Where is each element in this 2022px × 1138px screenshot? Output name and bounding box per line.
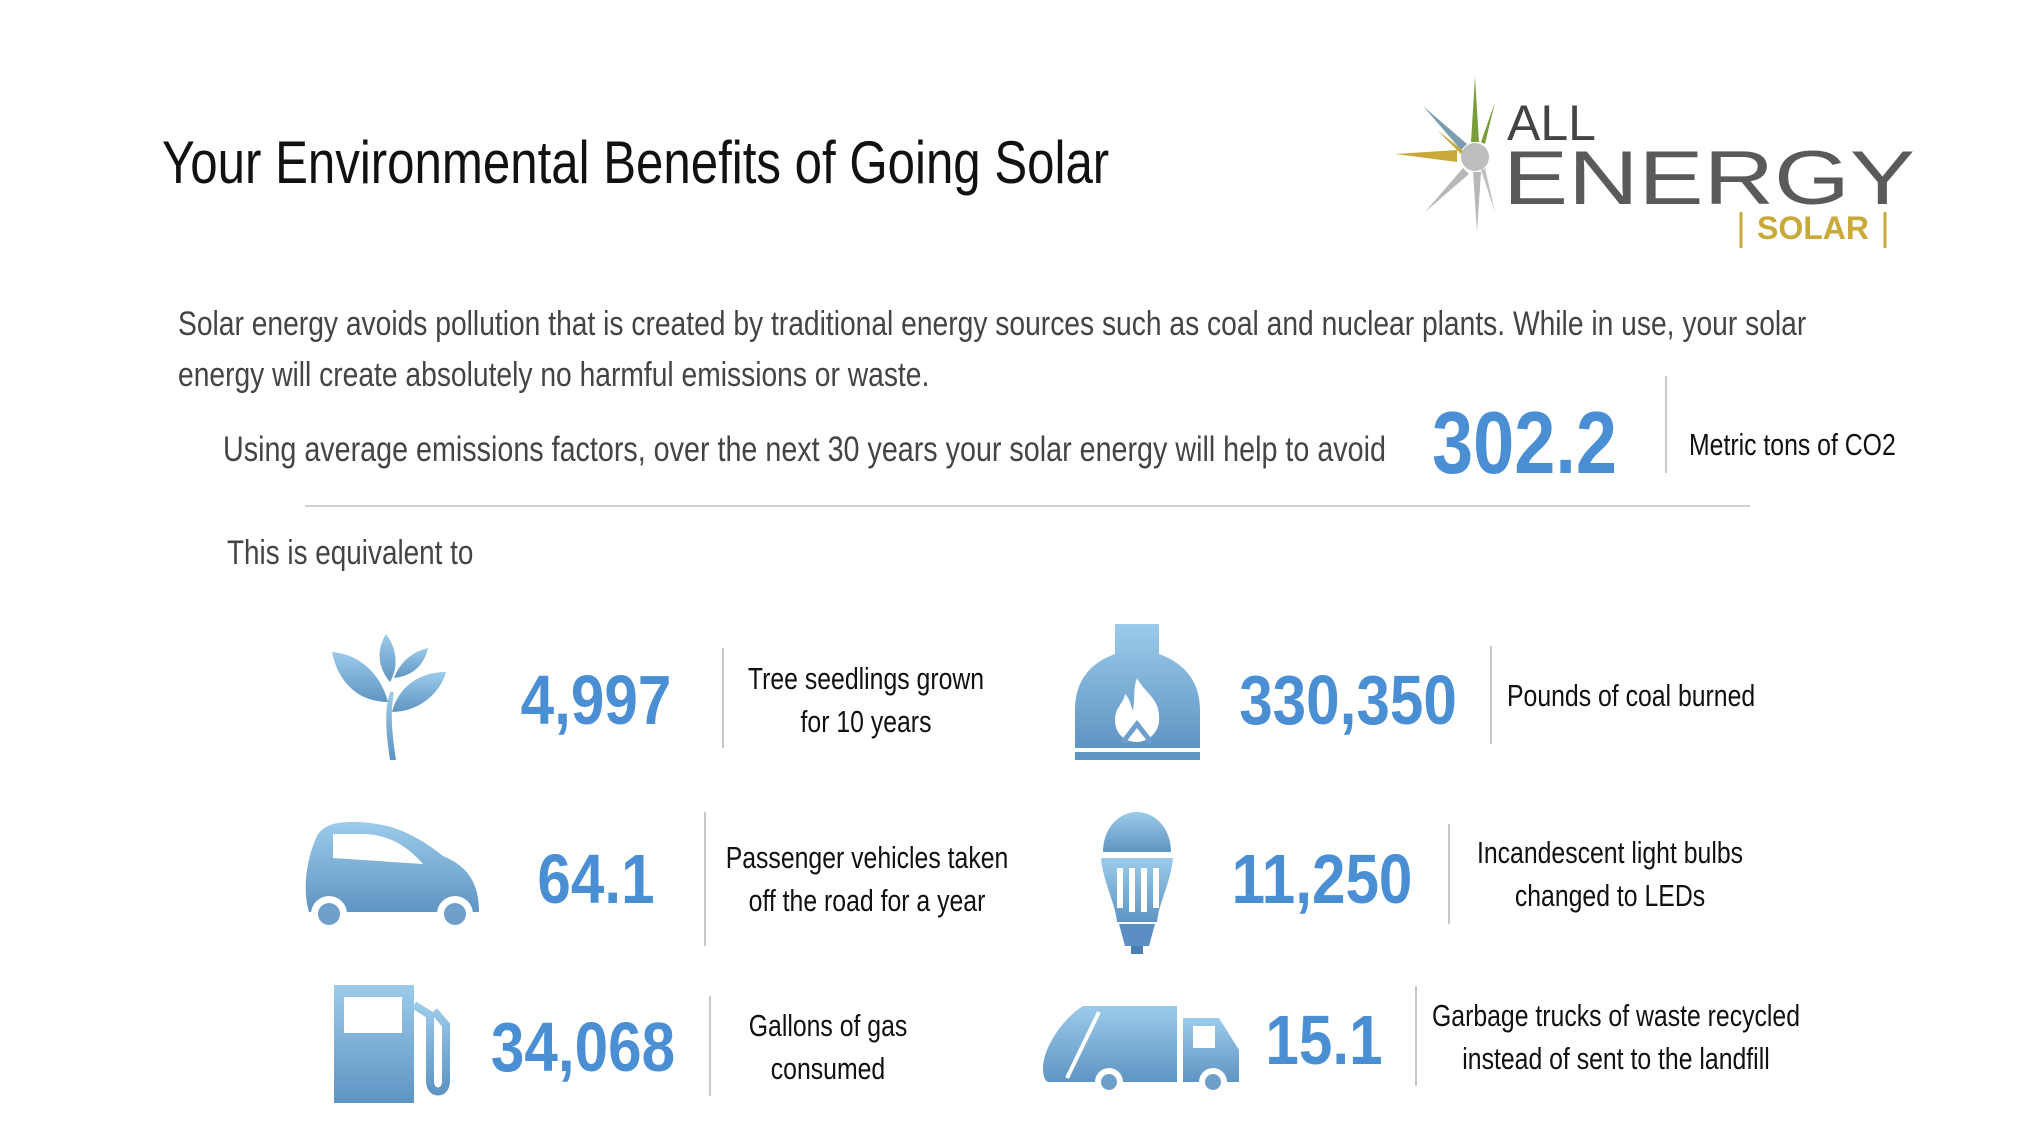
vehicles-value: 64.1 (537, 840, 655, 918)
divider (1415, 986, 1417, 1086)
garbage-trucks-value: 15.1 (1265, 1001, 1383, 1079)
tree-seedling-icon (332, 634, 446, 760)
divider (1448, 824, 1450, 924)
divider (1490, 646, 1492, 744)
all-energy-solar-logo: ALL ENERGY SOLAR (1395, 77, 1915, 248)
gas-value: 34,068 (490, 1008, 676, 1086)
gas-pump-icon (334, 985, 450, 1103)
equivalent-heading: This is equivalent to (227, 534, 474, 572)
co2-unit: Metric tons of CO2 (1689, 427, 1896, 462)
tree-seedlings-label: Tree seedlings grown for 10 years (747, 661, 985, 739)
page-title: Your Environmental Benefits of Going Sol… (162, 129, 1110, 196)
co2-value: 302.2 (1432, 393, 1617, 492)
light-bulb-icon (1101, 812, 1173, 954)
logo-all: ALL (1507, 95, 1596, 151)
coal-label: Pounds of coal burned (1507, 678, 1756, 713)
horizontal-divider (305, 505, 1750, 507)
divider (722, 648, 724, 748)
sunburst-icon (1395, 77, 1495, 232)
intro-line-2: energy will create absolutely no harmful… (178, 356, 930, 394)
logo-energy: ENERGY (1503, 136, 1915, 221)
avoid-statement: Using average emissions factors, over th… (223, 430, 1386, 469)
tree-seedlings-value: 4,997 (520, 661, 672, 739)
divider (704, 812, 706, 946)
garbage-trucks-label: Garbage trucks of waste recycled instead … (1431, 998, 1801, 1076)
coal-furnace-icon (1075, 624, 1200, 760)
intro-line-1: Solar energy avoids pollution that is cr… (178, 305, 1807, 343)
coal-value: 330,350 (1239, 661, 1457, 739)
gas-label: Gallons of gas consumed (748, 1008, 908, 1086)
logo-solar: SOLAR (1757, 210, 1869, 246)
divider (1665, 376, 1667, 473)
light-bulbs-label: Incandescent light bulbs changed to LEDs (1476, 835, 1744, 913)
car-icon (305, 822, 479, 932)
vehicles-label: Passenger vehicles taken off the road for… (725, 840, 1009, 918)
divider (709, 996, 711, 1096)
light-bulbs-value: 11,250 (1231, 840, 1413, 918)
garbage-truck-icon (1043, 1006, 1239, 1096)
